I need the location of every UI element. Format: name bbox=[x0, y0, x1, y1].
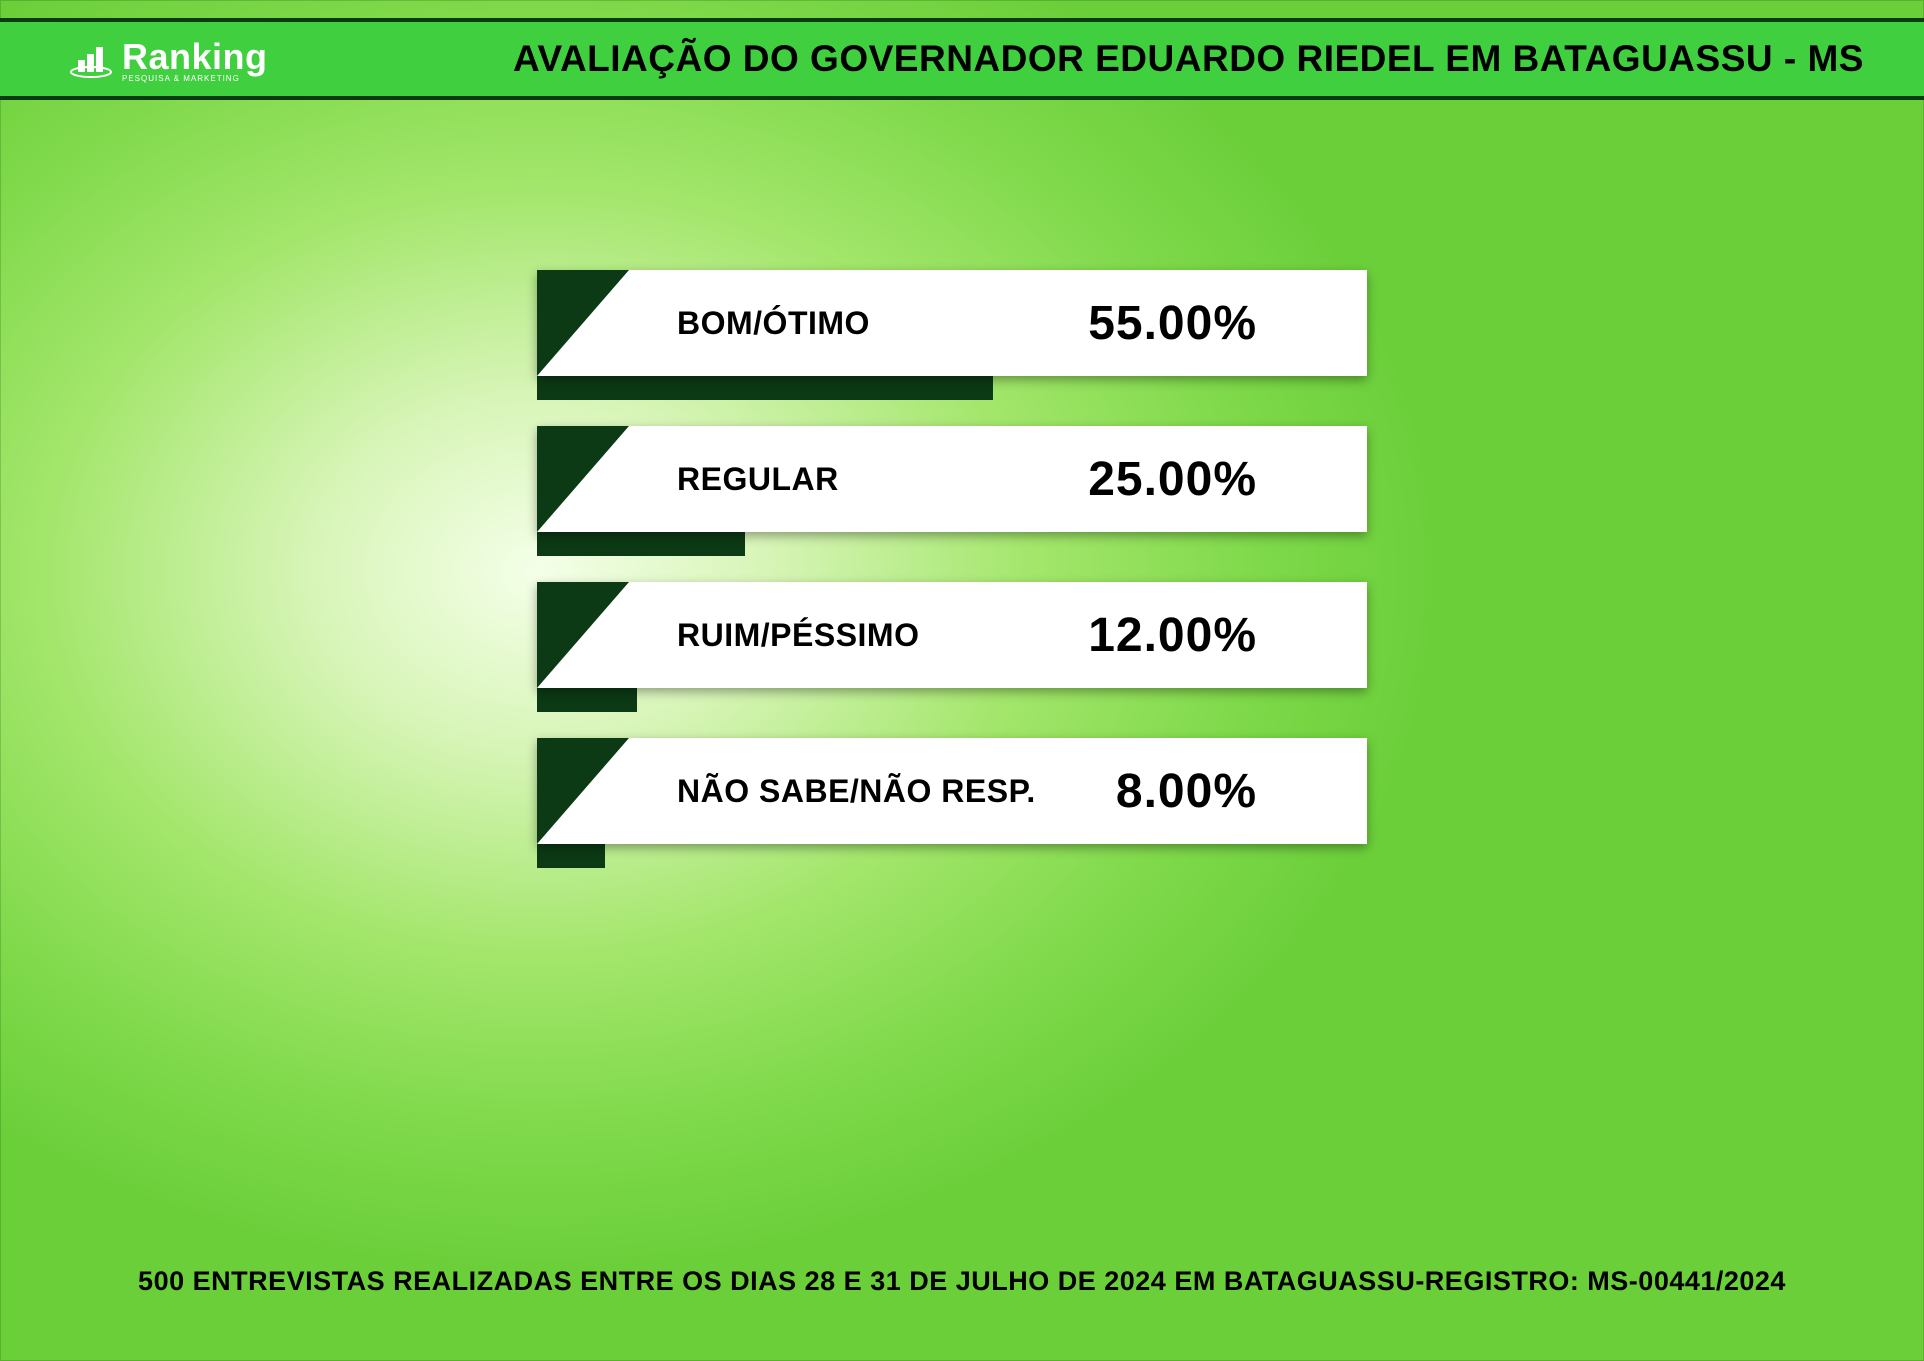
results-list: BOM/ÓTIMO 55.00% REGULAR 25.00% RUIM/PÉS… bbox=[537, 270, 1387, 868]
result-row: RUIM/PÉSSIMO 12.00% bbox=[537, 582, 1387, 712]
logo-text-wrap: Ranking PESQUISA & MARKETING bbox=[122, 36, 268, 83]
result-value: 25.00% bbox=[1088, 452, 1257, 507]
triangle-accent-icon bbox=[537, 270, 629, 376]
result-card: BOM/ÓTIMO 55.00% bbox=[537, 270, 1367, 376]
result-value: 8.00% bbox=[1116, 764, 1257, 819]
footer-text: 500 ENTREVISTAS REALIZADAS ENTRE OS DIAS… bbox=[0, 1266, 1924, 1297]
result-row: BOM/ÓTIMO 55.00% bbox=[537, 270, 1387, 400]
logo-text: Ranking bbox=[122, 36, 268, 78]
result-card: RUIM/PÉSSIMO 12.00% bbox=[537, 582, 1367, 688]
result-value: 55.00% bbox=[1088, 296, 1257, 351]
result-label: RUIM/PÉSSIMO bbox=[677, 617, 1088, 654]
result-row: REGULAR 25.00% bbox=[537, 426, 1387, 556]
result-value: 12.00% bbox=[1088, 608, 1257, 663]
result-label: BOM/ÓTIMO bbox=[677, 305, 1088, 342]
result-row: NÃO SABE/NÃO RESP. 8.00% bbox=[537, 738, 1387, 868]
result-label: NÃO SABE/NÃO RESP. bbox=[677, 773, 1116, 810]
result-label: REGULAR bbox=[677, 461, 1088, 498]
page-title: AVALIAÇÃO DO GOVERNADOR EDUARDO RIEDEL E… bbox=[513, 38, 1864, 80]
result-card: NÃO SABE/NÃO RESP. 8.00% bbox=[537, 738, 1367, 844]
logo: Ranking PESQUISA & MARKETING bbox=[70, 36, 268, 83]
triangle-accent-icon bbox=[537, 738, 629, 844]
page-root: Ranking PESQUISA & MARKETING AVALIAÇÃO D… bbox=[0, 0, 1924, 1361]
logo-icon bbox=[70, 40, 112, 78]
triangle-accent-icon bbox=[537, 426, 629, 532]
triangle-accent-icon bbox=[537, 582, 629, 688]
result-card: REGULAR 25.00% bbox=[537, 426, 1367, 532]
header-band: Ranking PESQUISA & MARKETING AVALIAÇÃO D… bbox=[0, 18, 1924, 100]
